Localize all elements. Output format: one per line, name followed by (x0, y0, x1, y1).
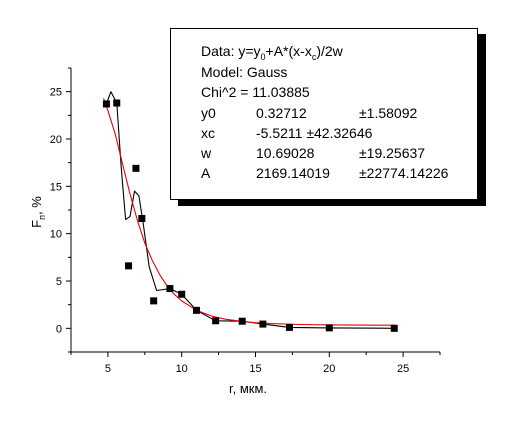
x-tick-label: 5 (105, 363, 111, 375)
y-tick-label: 20 (50, 134, 62, 146)
param-error: ±22774.14226 (359, 165, 449, 181)
data-point (192, 306, 200, 314)
data-point (259, 320, 267, 328)
y-tick-label: 15 (50, 181, 62, 193)
param-error: ±1.58092 (359, 105, 418, 121)
data-point (138, 215, 146, 223)
plot-area: 5 10 15 20 25 0 5 10 15 20 25 (50, 67, 441, 375)
param-value: -5.5211 ±42.32646 (256, 125, 373, 141)
y-tick-label: 5 (56, 276, 62, 288)
fit-equation: Data: y=y0+A*(x-xc)/2w (201, 43, 343, 62)
data-point (390, 324, 398, 332)
param-value: 2169.14019 (256, 165, 330, 181)
param-value: 10.69028 (256, 145, 315, 161)
y-tick-label: 0 (56, 323, 62, 335)
data-point (125, 262, 133, 270)
y-axis-label-main: F (29, 220, 44, 228)
data-point (212, 317, 220, 325)
param-row-y0: y0 0.32712 ±1.58092 (171, 105, 477, 125)
x-tick-label: 10 (176, 363, 188, 375)
data-point (113, 99, 121, 107)
data-point (325, 324, 333, 332)
fit-eq-suffix: )/2w (316, 43, 343, 59)
fit-eq-mid: +A*(x-x (265, 43, 312, 59)
data-point (150, 297, 158, 305)
x-axis-label: r, мкм. (229, 381, 267, 396)
param-value: 0.32712 (256, 105, 307, 121)
fit-eq-prefix: Data: y=y (201, 43, 261, 59)
param-row-xc: xc -5.5211 ±42.32646 (171, 125, 477, 145)
gauss-fit-line (102, 98, 396, 326)
data-point (238, 317, 246, 325)
param-name: y0 (201, 105, 216, 121)
y-axis-label-tail: , % (29, 196, 44, 215)
fit-eq-sub2: c (311, 51, 317, 62)
data-point (178, 290, 186, 298)
fit-eq-sub1: 0 (260, 51, 266, 62)
x-tick-label: 20 (323, 363, 335, 375)
y-axis-title: Fп, % (29, 196, 47, 228)
x-tick-label: 15 (249, 363, 261, 375)
data-point (102, 100, 110, 108)
y-axis-label-sub: п (37, 215, 47, 220)
fit-chi-squared: Chi^2 = 11.03885 (201, 84, 310, 100)
param-error: ±19.25637 (359, 145, 426, 161)
param-name: w (201, 145, 212, 161)
param-row-a: A 2169.14019 ±22774.14226 (171, 165, 477, 185)
data-point (285, 323, 293, 331)
x-axis-title: r, мкм. (229, 381, 267, 396)
param-row-w: w 10.69028 ±19.25637 (171, 145, 477, 165)
svg-text:Fп, %: Fп, % (29, 196, 47, 228)
fit-model: Model: Gauss (201, 64, 288, 80)
param-name: xc (201, 125, 215, 141)
param-name: A (201, 165, 211, 181)
y-tick-label: 25 (50, 87, 62, 99)
fit-results-box: Data: y=y0+A*(x-xc)/2w Model: Gauss Chi^… (170, 28, 478, 200)
x-tick-label: 25 (397, 363, 409, 375)
y-tick-label: 10 (50, 229, 62, 241)
data-point (132, 164, 140, 172)
data-point (166, 285, 174, 293)
